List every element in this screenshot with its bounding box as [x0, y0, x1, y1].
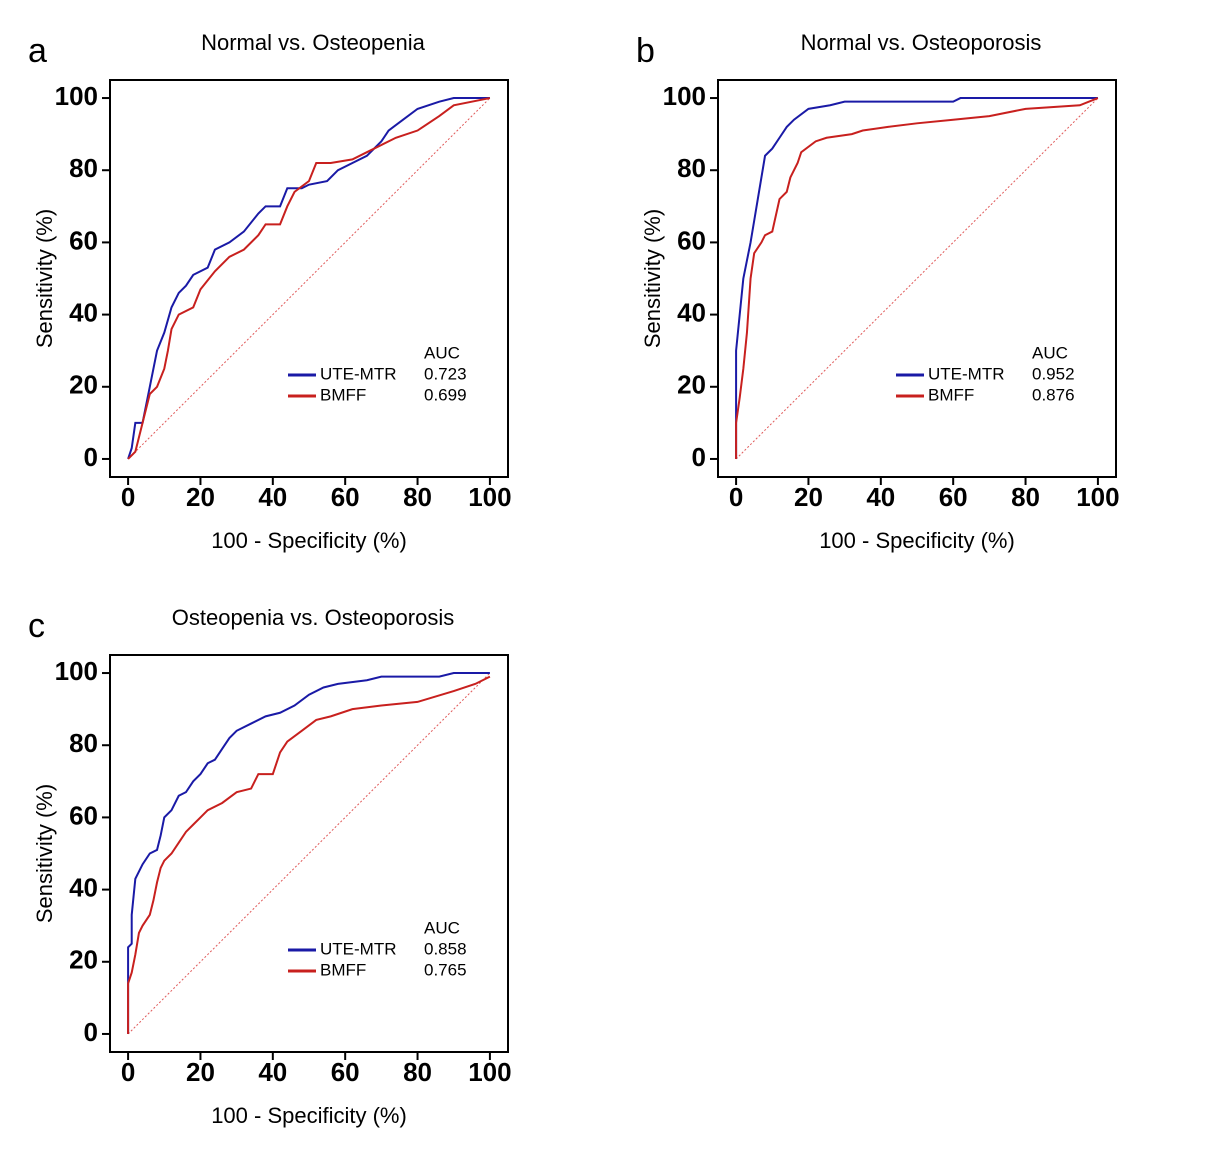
auc-value: 0.858: [424, 939, 467, 958]
auc-value: 0.876: [1032, 385, 1075, 404]
plot-frame: [109, 654, 509, 1053]
auc-value: 0.723: [424, 364, 467, 383]
x-tick-label: 100: [468, 1057, 511, 1087]
y-tick-label: 100: [55, 656, 98, 686]
x-tick-label: 0: [121, 482, 135, 512]
x-tick-label: 0: [121, 1057, 135, 1087]
panel-letter: c: [28, 607, 45, 645]
legend-title: AUC: [424, 343, 460, 362]
y-tick-label: 100: [663, 81, 706, 111]
legend-label: UTE-MTR: [320, 364, 396, 383]
x-tick-label: 80: [403, 1057, 432, 1087]
y-tick-label: 60: [677, 225, 706, 255]
legend-label: UTE-MTR: [928, 364, 1004, 383]
plot-frame: [109, 79, 509, 478]
auc-value: 0.699: [424, 385, 467, 404]
x-tick-label: 20: [794, 482, 823, 512]
panel: a Normal vs. Osteopenia UTE-MTR 0.723 BMFF 0.…: [28, 30, 512, 553]
x-tick-label: 80: [1011, 482, 1040, 512]
y-tick-label: 80: [69, 153, 98, 183]
x-tick-label: 100: [468, 482, 511, 512]
chart-title: Osteopenia vs. Osteoporosis: [172, 605, 454, 630]
roc-curve: [127, 672, 490, 1034]
x-tick-label: 80: [403, 482, 432, 512]
chart-title: Normal vs. Osteoporosis: [801, 30, 1042, 55]
x-axis-label: 100 - Specificity (%): [211, 1103, 407, 1128]
plot-frame: [717, 79, 1117, 478]
y-tick-label: 20: [677, 370, 706, 400]
roc-curve: [735, 97, 1098, 459]
legend-label: UTE-MTR: [320, 939, 396, 958]
y-tick-label: 0: [692, 442, 706, 472]
y-tick-label: 0: [84, 1017, 98, 1047]
y-tick-label: 60: [69, 225, 98, 255]
legend-title: AUC: [424, 918, 460, 937]
y-tick-label: 40: [69, 297, 98, 327]
x-axis-label: 100 - Specificity (%): [211, 528, 407, 553]
y-tick-label: 20: [69, 370, 98, 400]
auc-value: 0.765: [424, 960, 467, 979]
x-tick-label: 100: [1076, 482, 1119, 512]
legend-label: BMFF: [928, 385, 974, 404]
roc-curve: [127, 97, 490, 460]
x-tick-label: 40: [258, 482, 287, 512]
x-tick-label: 20: [186, 482, 215, 512]
x-tick-label: 0: [729, 482, 743, 512]
chart-title: Normal vs. Osteopenia: [201, 30, 426, 55]
panel: c Osteopenia vs. Osteoporosis UTE-MTR 0.858…: [28, 605, 512, 1128]
y-tick-label: 80: [677, 153, 706, 183]
x-tick-label: 60: [331, 1057, 360, 1087]
y-tick-label: 20: [69, 945, 98, 975]
reference-line: [127, 672, 491, 1035]
legend-label: BMFF: [320, 385, 366, 404]
roc-curve: [127, 97, 491, 460]
x-tick-label: 40: [866, 482, 895, 512]
legend-title: AUC: [1032, 343, 1068, 362]
panel-letter: a: [28, 32, 47, 70]
y-tick-label: 0: [84, 442, 98, 472]
x-axis-label: 100 - Specificity (%): [819, 528, 1015, 553]
roc-curve: [735, 97, 1099, 459]
reference-line: [127, 97, 491, 460]
panel: b Normal vs. Osteoporosis UTE-MTR 0.952 BMFF…: [636, 30, 1120, 553]
x-tick-label: 40: [258, 1057, 287, 1087]
auc-value: 0.952: [1032, 364, 1075, 383]
y-axis-label: Sensitivity (%): [32, 784, 57, 923]
x-tick-label: 60: [939, 482, 968, 512]
y-tick-label: 40: [69, 872, 98, 902]
y-axis-label: Sensitivity (%): [32, 209, 57, 348]
reference-line: [735, 97, 1099, 460]
x-tick-label: 20: [186, 1057, 215, 1087]
legend-label: BMFF: [320, 960, 366, 979]
y-axis-label: Sensitivity (%): [640, 209, 665, 348]
y-tick-label: 40: [677, 297, 706, 327]
y-tick-label: 80: [69, 728, 98, 758]
roc-curve: [127, 675, 491, 1034]
panel-letter: b: [636, 32, 655, 70]
y-tick-label: 60: [69, 800, 98, 830]
y-tick-label: 100: [55, 81, 98, 111]
x-tick-label: 60: [331, 482, 360, 512]
